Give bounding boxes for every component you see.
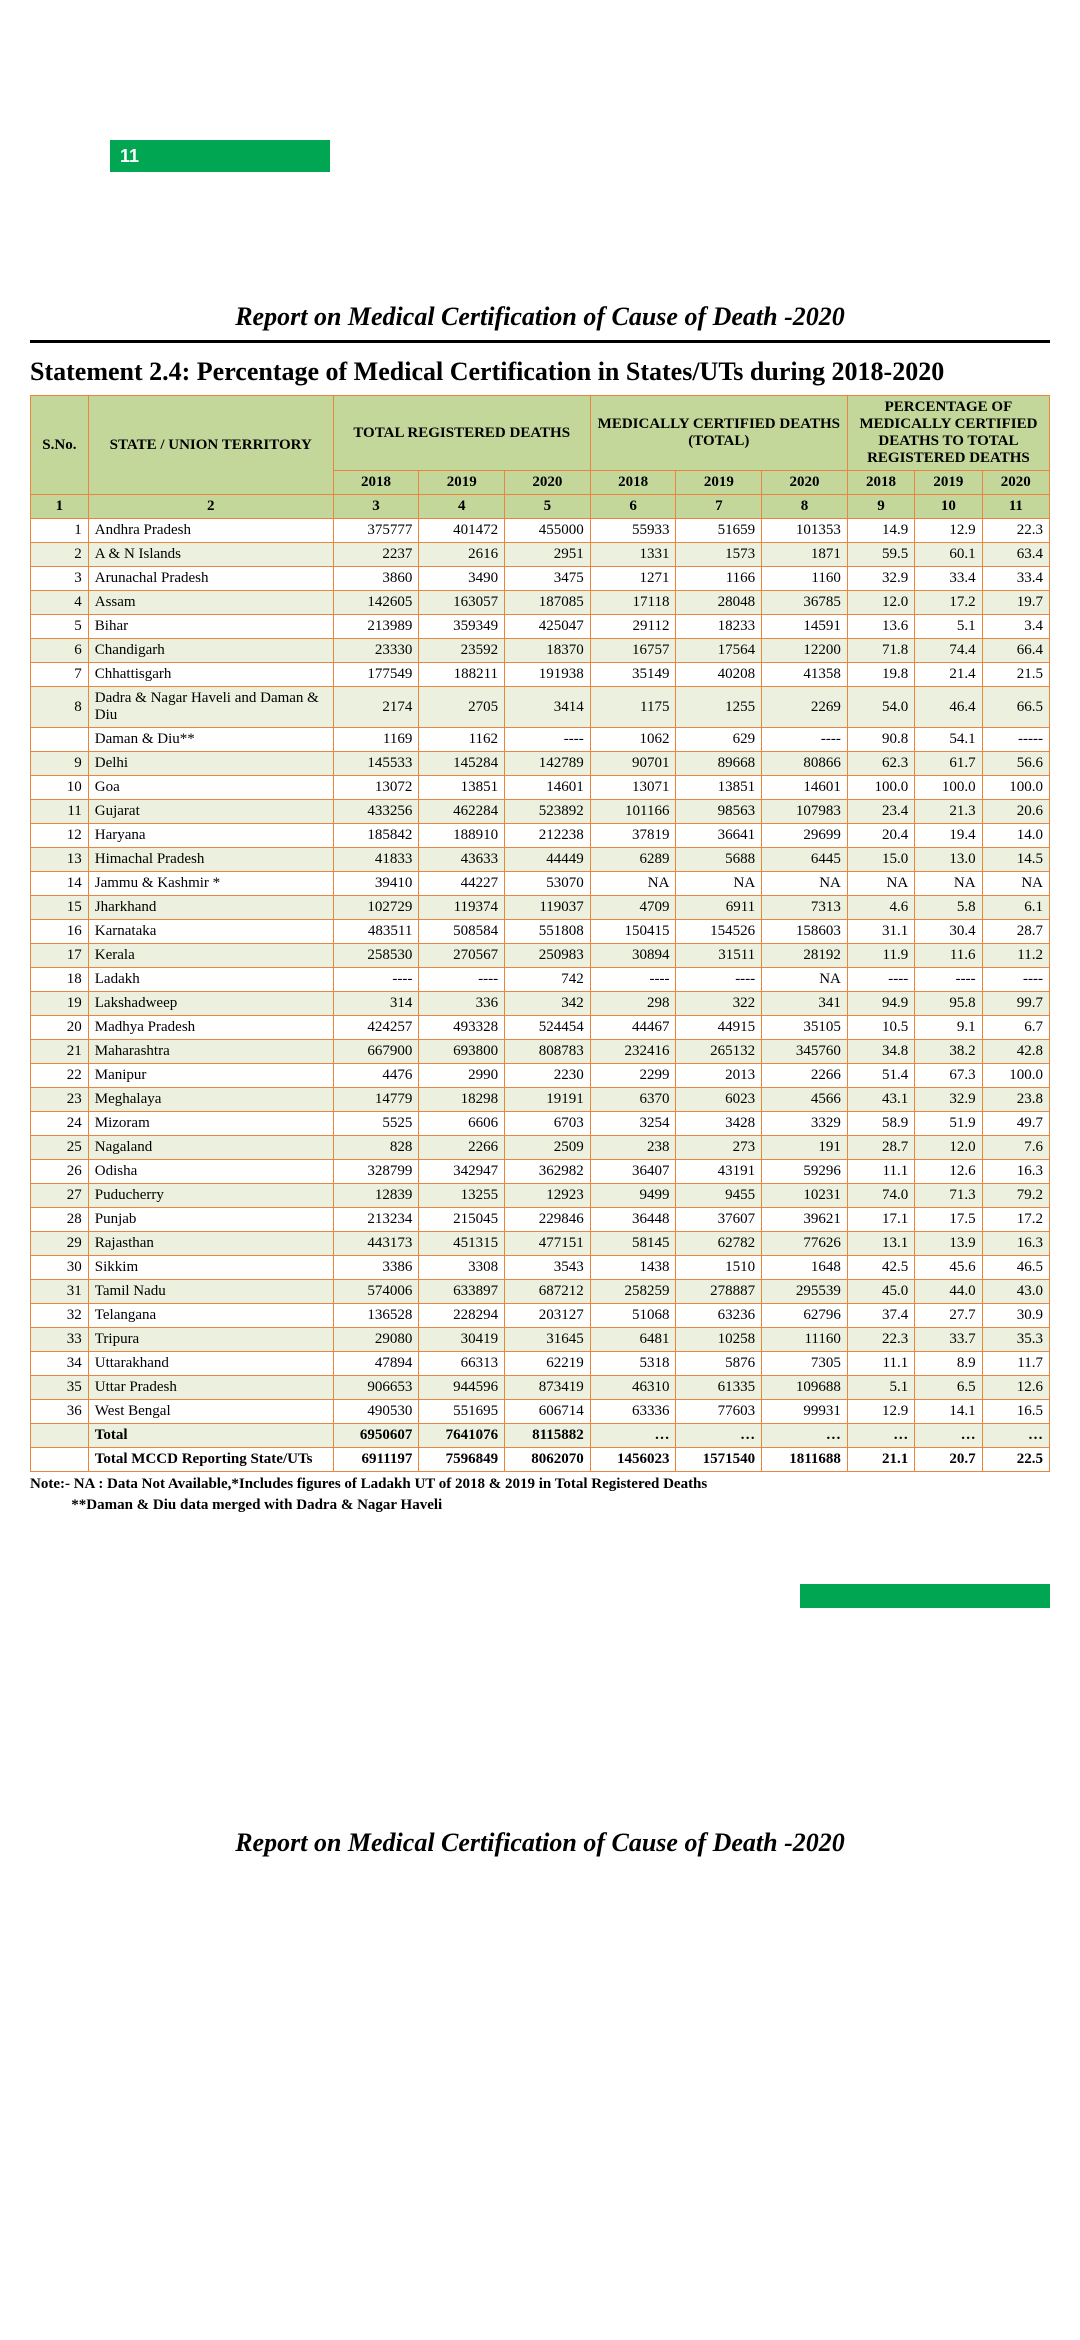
th-year: 2019 — [915, 471, 982, 495]
table-row: 9Delhi1455331452841427899070189668808666… — [31, 752, 1050, 776]
table-row: 2A & N Islands22372616295113311573187159… — [31, 543, 1050, 567]
th-year: 2019 — [676, 471, 762, 495]
table-row: 30Sikkim33863308354314381510164842.545.6… — [31, 1256, 1050, 1280]
table-row: 10Goa130721385114601130711385114601100.0… — [31, 776, 1050, 800]
table-row: 27Puducherry1283913255129239499945510231… — [31, 1184, 1050, 1208]
table-row: 5Bihar2139893593494250472911218233145911… — [31, 615, 1050, 639]
table-row: 28Punjab21323421504522984636448376073962… — [31, 1208, 1050, 1232]
table-row: 20Madhya Pradesh424257493328524454444674… — [31, 1016, 1050, 1040]
th-pct: PERCENTAGE OF MEDICALLY CERTIFIED DEATHS… — [847, 396, 1049, 471]
footer-bar — [0, 1584, 1080, 1608]
th-state: STATE / UNION TERRITORY — [88, 396, 333, 495]
th-year: 2020 — [982, 471, 1049, 495]
table-row: 14Jammu & Kashmir *394104422753070NANANA… — [31, 872, 1050, 896]
th-year: 2020 — [505, 471, 591, 495]
statement-title: Statement 2.4: Percentage of Medical Cer… — [30, 357, 1050, 387]
table-row: 34Uttarakhand478946631362219531858767305… — [31, 1352, 1050, 1376]
table-row: 36West Bengal490530551695606714633367760… — [31, 1400, 1050, 1424]
th-med-cert: MEDICALLY CERTIFIED DEATHS (TOTAL) — [590, 396, 847, 471]
footer-report-title: Report on Medical Certification of Cause… — [0, 1808, 1080, 1898]
table-row: Total MCCD Reporting State/UTs6911197759… — [31, 1448, 1050, 1472]
report-title: Report on Medical Certification of Cause… — [30, 302, 1050, 343]
table-row: 18Ladakh--------742--------NA-----------… — [31, 968, 1050, 992]
th-sno: S.No. — [31, 396, 89, 495]
table-row: 24Mizoram55256606670332543428332958.951.… — [31, 1112, 1050, 1136]
table-row: 7Chhattisgarh177549188211191938351494020… — [31, 663, 1050, 687]
table-row: 1Andhra Pradesh3757774014724550005593351… — [31, 519, 1050, 543]
table-row: Total695060776410768115882……………… — [31, 1424, 1050, 1448]
table-row: 19Lakshadweep31433634229832234194.995.89… — [31, 992, 1050, 1016]
table-row: 6Chandigarh23330235921837016757175641220… — [31, 639, 1050, 663]
certification-table: S.No. STATE / UNION TERRITORY TOTAL REGI… — [30, 395, 1050, 1472]
table-row: 25Nagaland8282266250923827319128.712.07.… — [31, 1136, 1050, 1160]
table-row: 4Assam1426051630571870851711828048367851… — [31, 591, 1050, 615]
th-year: 2018 — [847, 471, 914, 495]
table-row: 8Dadra & Nagar Haveli and Daman & Diu217… — [31, 687, 1050, 728]
table-row: 32Telangana13652822829420312751068632366… — [31, 1304, 1050, 1328]
page-number-bar: 11 — [110, 140, 1080, 172]
th-year: 2020 — [762, 471, 848, 495]
table-row: Daman & Diu**11691162----1062629----90.8… — [31, 728, 1050, 752]
table-row: 12Haryana1858421889102122383781936641296… — [31, 824, 1050, 848]
table-row: 35Uttar Pradesh9066539445968734194631061… — [31, 1376, 1050, 1400]
note-line-2: **Daman & Diu data merged with Dadra & N… — [30, 1497, 1050, 1514]
table-row: 26Odisha32879934294736298236407431915929… — [31, 1160, 1050, 1184]
table-row: 15Jharkhand10272911937411903747096911731… — [31, 896, 1050, 920]
footer-green-block — [800, 1584, 1050, 1608]
table-row: 33Tripura2908030419316456481102581116022… — [31, 1328, 1050, 1352]
table-row: 3Arunachal Pradesh3860349034751271116611… — [31, 567, 1050, 591]
th-year: 2019 — [419, 471, 505, 495]
table-row: 16Karnataka48351150858455180815041515452… — [31, 920, 1050, 944]
table-row: 23Meghalaya14779182981919163706023456643… — [31, 1088, 1050, 1112]
th-total-reg: TOTAL REGISTERED DEATHS — [333, 396, 590, 471]
page-number: 11 — [110, 140, 330, 172]
table-row: 13Himachal Pradesh4183343633444496289568… — [31, 848, 1050, 872]
table-row: 31Tamil Nadu5740066338976872122582592788… — [31, 1280, 1050, 1304]
table-row: 11Gujarat4332564622845238921011669856310… — [31, 800, 1050, 824]
table-row: 21Maharashtra667900693800808783232416265… — [31, 1040, 1050, 1064]
th-year: 2018 — [333, 471, 419, 495]
note-line-1: Note:- NA : Data Not Available,*Includes… — [30, 1476, 1050, 1493]
table-row: 17Kerala25853027056725098330894315112819… — [31, 944, 1050, 968]
table-row: 22Manipur44762990223022992013226651.467.… — [31, 1064, 1050, 1088]
th-year: 2018 — [590, 471, 676, 495]
table-row: 29Rajasthan44317345131547715158145627827… — [31, 1232, 1050, 1256]
